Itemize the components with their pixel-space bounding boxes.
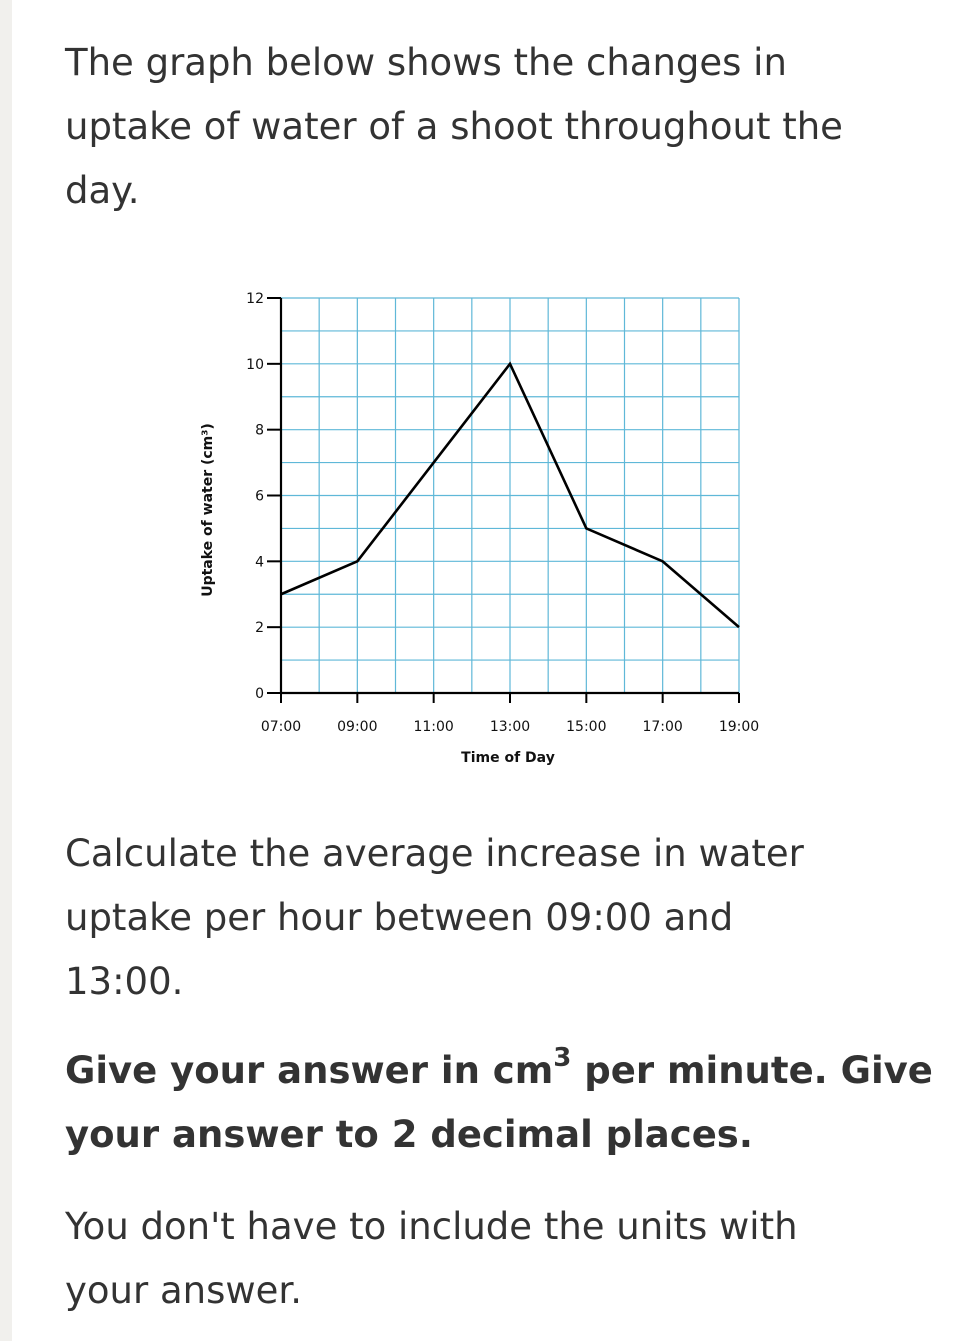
grid <box>280 297 740 694</box>
instruction-line: your answer to 2 decimal places. <box>65 1113 753 1156</box>
x-tick-label: 07:00 <box>261 719 301 735</box>
instruction-text: Give your answer in cm3 per minute. Give… <box>65 1039 933 1167</box>
y-tick-label: 6 <box>255 489 264 505</box>
x-tick-label: 09:00 <box>337 719 377 735</box>
y-tick-label: 2 <box>255 620 264 636</box>
intro-line: The graph below shows the changes in <box>65 41 787 84</box>
y-tick-label: 8 <box>255 423 264 439</box>
y-tick-label: 0 <box>255 686 264 702</box>
superscript: 3 <box>553 1042 572 1073</box>
y-tick-label: 10 <box>246 357 264 373</box>
ticks: 07:00 09:00 11:00 13:00 15:00 17:00 19:00 0 2 4 6 8… <box>246 291 759 735</box>
x-tick-label: 13:00 <box>490 719 530 735</box>
task-line: Calculate the average increase in water <box>65 832 804 875</box>
intro-line: uptake of water of a shoot throughout th… <box>65 105 843 148</box>
x-axis-label: Time of Day <box>461 750 555 766</box>
y-tick-label: 12 <box>246 291 264 307</box>
instruction-text-part: Give your answer in cm <box>65 1049 554 1092</box>
intro-line: day. <box>65 169 140 212</box>
task-line: 13:00. <box>65 960 184 1003</box>
water-uptake-chart: 07:00 09:00 11:00 13:00 15:00 17:00 19:00 0 2 4 6 8… <box>200 291 759 766</box>
left-margin-strip <box>0 0 12 1341</box>
task-text: Calculate the average increase in water … <box>65 822 804 1014</box>
x-tick-label: 15:00 <box>566 719 606 735</box>
instruction-text-part: per minute. Give <box>571 1049 933 1092</box>
x-tick-label: 17:00 <box>642 719 682 735</box>
note-line: your answer. <box>65 1269 302 1312</box>
x-tick-label: 11:00 <box>413 719 453 735</box>
x-tick-label: 19:00 <box>719 719 759 735</box>
note-text: You don't have to include the units with… <box>65 1195 798 1323</box>
y-axis-label: Uptake of water (cm³) <box>200 423 216 597</box>
note-line: You don't have to include the units with <box>65 1205 798 1248</box>
task-line: uptake per hour between 09:00 and <box>65 896 734 939</box>
y-tick-label: 4 <box>255 554 264 570</box>
intro-text: The graph below shows the changes in upt… <box>65 31 843 223</box>
